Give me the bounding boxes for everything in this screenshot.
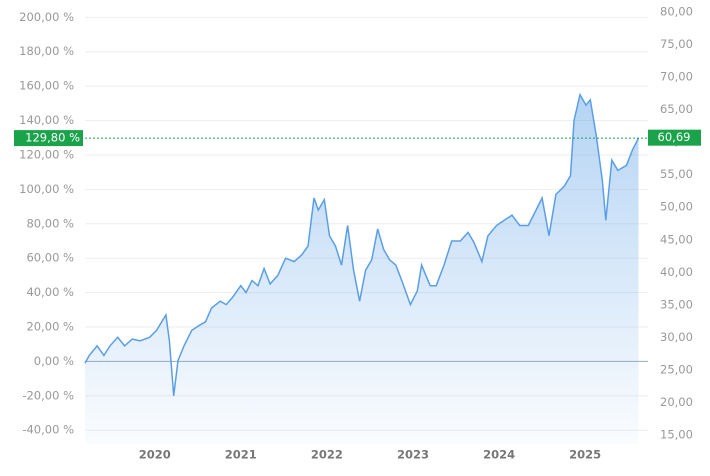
current-price-label: 60,69 (658, 130, 691, 144)
badge (648, 129, 701, 146)
y2-tick-label: 65,00 (660, 102, 693, 116)
y-tick-label: -20,00 % (22, 388, 74, 402)
y-tick-label: 60,00 % (26, 251, 74, 265)
y2-tick-label: 55,00 (660, 167, 693, 181)
y2-tick-label: 25,00 (660, 362, 693, 376)
x-tick-label: 2020 (139, 448, 171, 462)
y2-tick-label: 50,00 (660, 200, 693, 214)
x-tick-label: 2025 (569, 448, 601, 462)
y-tick-label: 160,00 % (19, 79, 74, 93)
y-tick-label: 120,00 % (19, 147, 74, 161)
y-tick-label: 180,00 % (19, 44, 74, 58)
y2-tick-label: 35,00 (660, 297, 693, 311)
y-tick-label: 100,00 % (19, 182, 74, 196)
y2-tick-label: 45,00 (660, 232, 693, 246)
y-tick-label: 140,00 % (19, 113, 74, 127)
current-label: 129,80 % (25, 131, 80, 145)
x-tick-label: 2023 (397, 448, 429, 462)
y-tick-label: 80,00 % (26, 216, 74, 230)
y2-tick-label: 20,00 (660, 395, 693, 409)
badge (14, 130, 83, 147)
y2-tick-label: 70,00 (660, 70, 693, 84)
line (84, 92, 640, 396)
y2-tick-label: 75,00 (660, 37, 693, 51)
y-tick-label: 0,00 % (34, 354, 74, 368)
y2-tick-label: 30,00 (660, 330, 693, 344)
y2-tick-label: 15,00 (660, 428, 693, 442)
y-tick-label: -40,00 % (22, 423, 74, 437)
y-tick-label: 200,00 % (19, 10, 74, 24)
y2-tick-label: 80,00 (660, 5, 693, 19)
y-tick-label: 40,00 % (26, 285, 74, 299)
y-tick-label: 20,00 % (26, 320, 74, 334)
x-tick-label: 2024 (483, 448, 515, 462)
y2-tick-label: 40,00 (660, 265, 693, 279)
x-tick-label: 2022 (311, 448, 343, 462)
area (85, 94, 639, 444)
x-tick-label: 2021 (225, 448, 257, 462)
